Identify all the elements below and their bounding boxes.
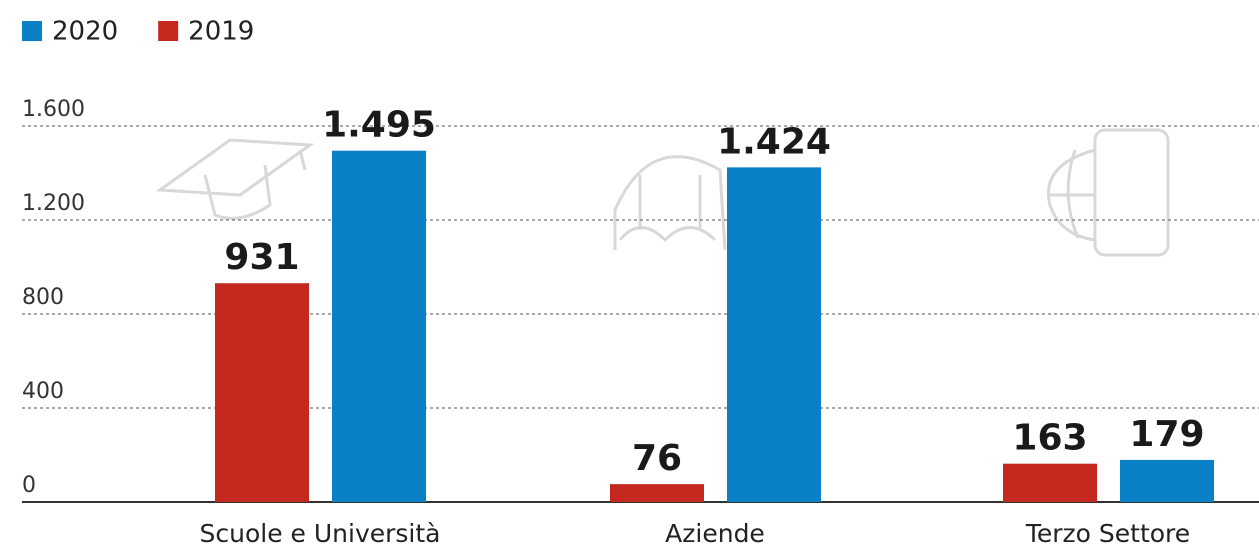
legend-label: 2019 <box>188 17 254 47</box>
y-tick-label: 1.200 <box>22 191 85 216</box>
y-tick-label: 800 <box>22 285 64 310</box>
bar <box>610 484 704 502</box>
decorative-icons <box>155 128 1170 257</box>
x-tick-label: Scuole e Università <box>200 519 441 548</box>
y-tick-label: 0 <box>22 473 36 498</box>
x-tick-label: Terzo Settore <box>1025 519 1190 548</box>
value-label: 163 <box>1012 418 1087 459</box>
legend-swatch <box>158 21 179 41</box>
bar <box>727 167 821 503</box>
value-label: 1.495 <box>322 105 436 146</box>
value-label: 1.424 <box>717 121 831 162</box>
bar <box>215 283 309 502</box>
value-label: 179 <box>1129 414 1204 455</box>
icon-globe <box>1047 148 1096 242</box>
y-tick-label: 1.600 <box>22 97 85 122</box>
bar <box>1003 463 1097 502</box>
y-tick-label: 400 <box>22 379 64 404</box>
bar <box>1120 459 1214 502</box>
legend-swatch <box>22 21 42 41</box>
value-label: 931 <box>224 237 299 278</box>
value-label: 76 <box>632 438 682 479</box>
icon-phone <box>1093 128 1170 257</box>
icon-factory <box>613 155 727 251</box>
legend-label: 2020 <box>52 17 118 47</box>
icon-cap <box>155 138 315 220</box>
bar <box>332 150 426 503</box>
x-tick-label: Aziende <box>665 519 765 548</box>
